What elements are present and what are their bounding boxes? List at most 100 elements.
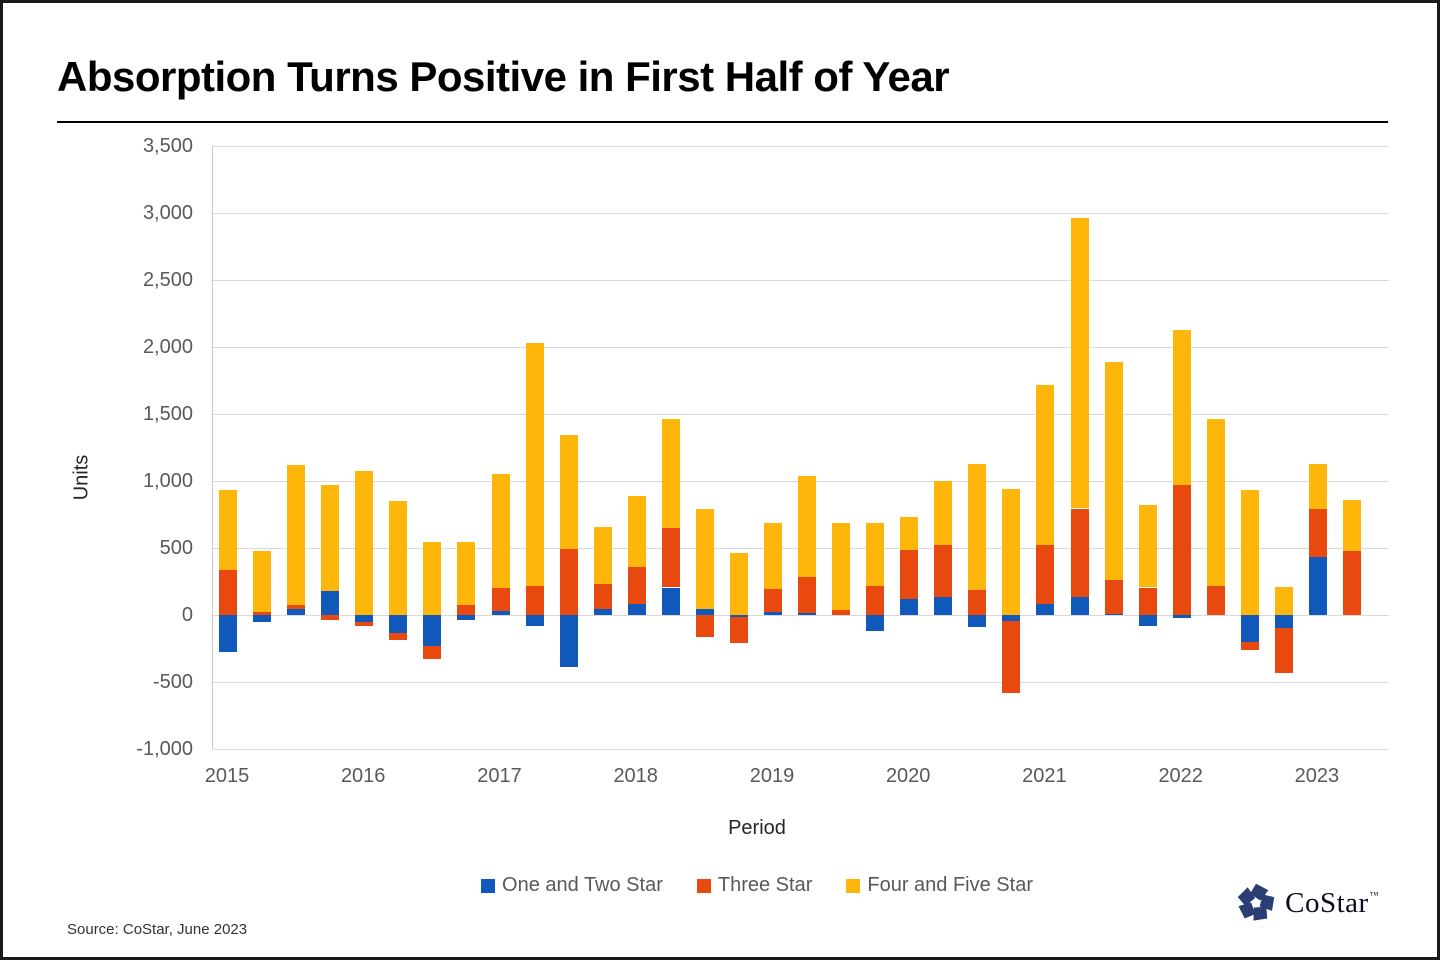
legend-swatch-icon (846, 878, 861, 893)
bar-2022-q2-three-star (1206, 585, 1225, 615)
bar-2021-q2-one-and-two-star (1070, 596, 1089, 615)
bar-2020-q1-one-and-two-star (900, 598, 919, 615)
bar-2023-q2-three-star (1343, 550, 1361, 615)
bar-2015-q3-one-and-two-star (287, 609, 306, 615)
bar-2015-q4-three-star (321, 615, 340, 621)
bar-2019-q2-one-and-two-star (798, 613, 816, 615)
y-tick-label: -1,000 (136, 738, 193, 760)
bar-2019-q1-three-star (764, 588, 782, 613)
bar-2019-q3-four-and-five-star (832, 523, 851, 610)
bar-2018-q4-one-and-two-star (729, 615, 748, 617)
chart-title: Absorption Turns Positive in First Half … (57, 53, 950, 100)
bar-2015-q2-four-and-five-star (253, 551, 272, 613)
bar-2021-q1-three-star (1036, 544, 1055, 605)
bar-2017-q2-one-and-two-star (525, 615, 544, 627)
x-tick-label-2017: 2017 (477, 765, 522, 787)
bar-2021-q4-four-and-five-star (1138, 505, 1157, 588)
bar-2017-q1-one-and-two-star (491, 611, 510, 615)
bar-2017-q2-four-and-five-star (525, 343, 544, 587)
bar-2016-q4-three-star (457, 604, 476, 615)
bar-2018-q3-three-star (695, 615, 714, 638)
bar-2019-q4-four-and-five-star (866, 522, 885, 586)
bar-2016-q2-four-and-five-star (389, 501, 408, 615)
bar-2017-q2-three-star (525, 586, 544, 615)
bar-2018-q1-four-and-five-star (627, 496, 646, 568)
legend-swatch-icon (696, 878, 711, 893)
costar-wordmark: CoStar™ (1285, 886, 1379, 919)
bar-2019-q1-one-and-two-star (764, 612, 782, 615)
bar-2022-q1-one-and-two-star (1172, 615, 1191, 618)
bar-2019-q2-three-star (798, 576, 816, 613)
plot-area (212, 146, 1389, 750)
bar-2017-q4-three-star (593, 584, 612, 609)
bar-2023-q1-three-star (1308, 509, 1327, 558)
bar-2023-q2-four-and-five-star (1343, 499, 1361, 551)
bar-2018-q2-three-star (661, 527, 680, 588)
legend-label: Three Star (717, 874, 813, 896)
bar-2015-q2-three-star (253, 612, 272, 615)
legend-label: One and Two Star (502, 874, 663, 896)
bar-2016-q4-one-and-two-star (457, 615, 476, 621)
y-tick-label: 1,500 (142, 403, 193, 425)
bar-2017-q3-three-star (559, 549, 578, 615)
gridline-2000 (213, 347, 1389, 348)
bar-2016-q3-one-and-two-star (423, 615, 442, 646)
bar-2018-q1-three-star (627, 567, 646, 604)
gridline-1500 (213, 414, 1389, 415)
bar-2022-q4-four-and-five-star (1274, 586, 1293, 615)
bar-2022-q1-three-star (1172, 485, 1191, 615)
bar-2019-q4-three-star (866, 585, 885, 615)
bar-2018-q3-four-and-five-star (695, 509, 714, 609)
x-tick-label-2015: 2015 (204, 765, 250, 787)
bar-2022-q2-four-and-five-star (1206, 419, 1225, 586)
y-tick-label: 2,000 (142, 336, 193, 358)
legend-item-one-and-two-star: One and Two Star (481, 874, 663, 897)
bar-2016-q3-four-and-five-star (423, 542, 442, 615)
bar-2020-q1-three-star (900, 550, 919, 599)
bar-2021-q4-one-and-two-star (1138, 615, 1157, 626)
y-tick-label: 3,000 (142, 202, 193, 224)
bar-2017-q3-four-and-five-star (559, 435, 578, 550)
bar-2015-q4-one-and-two-star (321, 590, 340, 615)
x-tick-label-2020: 2020 (885, 765, 931, 787)
bar-2017-q3-one-and-two-star (559, 615, 578, 668)
bar-2022-q3-four-and-five-star (1240, 489, 1259, 615)
bar-2020-q4-one-and-two-star (1002, 615, 1021, 621)
legend-swatch-icon (481, 878, 496, 893)
bar-2020-q2-four-and-five-star (934, 481, 953, 545)
bar-2017-q1-four-and-five-star (491, 474, 510, 589)
bar-2015-q3-four-and-five-star (287, 464, 306, 605)
bar-2021-q4-three-star (1138, 587, 1157, 615)
bar-2019-q2-four-and-five-star (798, 475, 816, 577)
bar-2016-q1-three-star (355, 621, 374, 626)
y-tick-label: -500 (152, 671, 193, 693)
bar-2018-q4-three-star (729, 617, 748, 644)
bar-2019-q1-four-and-five-star (764, 523, 782, 589)
bar-2018-q2-four-and-five-star (661, 419, 680, 528)
bar-2021-q1-one-and-two-star (1036, 604, 1055, 615)
x-tick-label-2019: 2019 (749, 765, 795, 787)
x-tick-label-2023: 2023 (1294, 765, 1340, 787)
bar-2018-q3-one-and-two-star (695, 609, 714, 615)
bar-2020-q3-four-and-five-star (968, 463, 987, 590)
costar-pinwheel-icon (1237, 883, 1275, 921)
y-axis-title: Units (70, 454, 93, 501)
gridline-3500 (213, 146, 1389, 147)
bar-2021-q3-one-and-two-star (1104, 613, 1123, 615)
trademark-symbol: ™ (1369, 889, 1379, 900)
bar-2015-q1-one-and-two-star (219, 615, 237, 652)
bar-2023-q1-one-and-two-star (1308, 557, 1327, 615)
bar-2015-q2-one-and-two-star (253, 615, 272, 623)
bar-2020-q4-four-and-five-star (1002, 489, 1021, 615)
legend-label: Four and Five Star (867, 874, 1033, 896)
legend-item-four-and-five-star: Four and Five Star (846, 874, 1033, 897)
bar-2021-q1-four-and-five-star (1036, 384, 1055, 545)
x-tick-label-2021: 2021 (1022, 765, 1067, 787)
legend-item-three-star: Three Star (696, 874, 813, 897)
y-tick-label: 2,500 (142, 269, 193, 291)
legend: One and Two Star Three Star Four and Five … (481, 874, 1033, 897)
bar-2015-q1-three-star (219, 570, 237, 615)
bar-2021-q3-four-and-five-star (1104, 361, 1123, 581)
bar-2021-q3-three-star (1104, 580, 1123, 614)
